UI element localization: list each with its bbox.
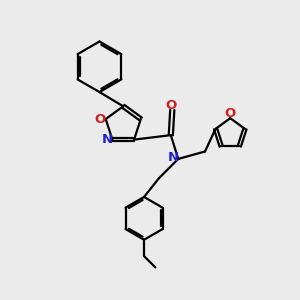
Text: N: N (167, 151, 178, 164)
Text: O: O (95, 112, 106, 125)
Text: O: O (165, 99, 176, 112)
Text: N: N (101, 133, 112, 146)
Text: O: O (225, 106, 236, 120)
